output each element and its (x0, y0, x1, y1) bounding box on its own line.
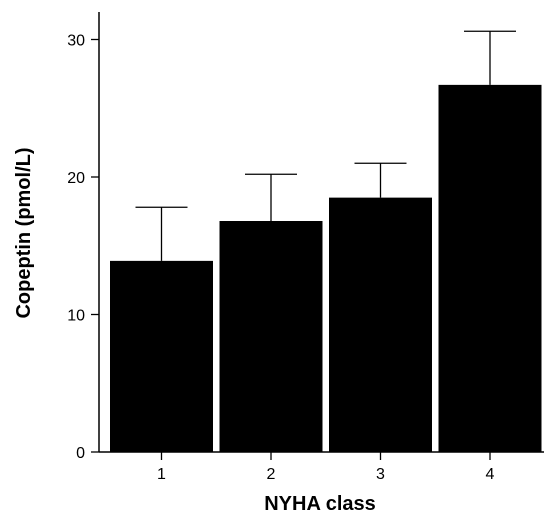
bar-4 (438, 84, 542, 452)
bar-2 (219, 221, 323, 452)
x-axis-title: NYHA class (264, 493, 376, 515)
y-axis-ticks: 0 10 20 30 (67, 33, 99, 462)
bar-3 (329, 197, 432, 452)
x-tick-label-2: 2 (267, 466, 276, 483)
x-tick-label-4: 4 (486, 466, 495, 483)
y-tick-label-0: 0 (76, 445, 85, 462)
x-tick-label-1: 1 (157, 466, 166, 483)
chart-error-bars (135, 30, 516, 261)
x-tick-label-3: 3 (376, 466, 385, 483)
x-axis-ticks: 1 2 3 4 (157, 452, 495, 483)
chart-bars (110, 84, 542, 452)
y-tick-label-20: 20 (67, 170, 85, 187)
y-tick-label-30: 30 (67, 33, 85, 50)
y-axis-title: Copeptin (pmol/L) (13, 147, 35, 318)
bar-1 (110, 260, 213, 452)
y-tick-label-10: 10 (67, 308, 85, 325)
